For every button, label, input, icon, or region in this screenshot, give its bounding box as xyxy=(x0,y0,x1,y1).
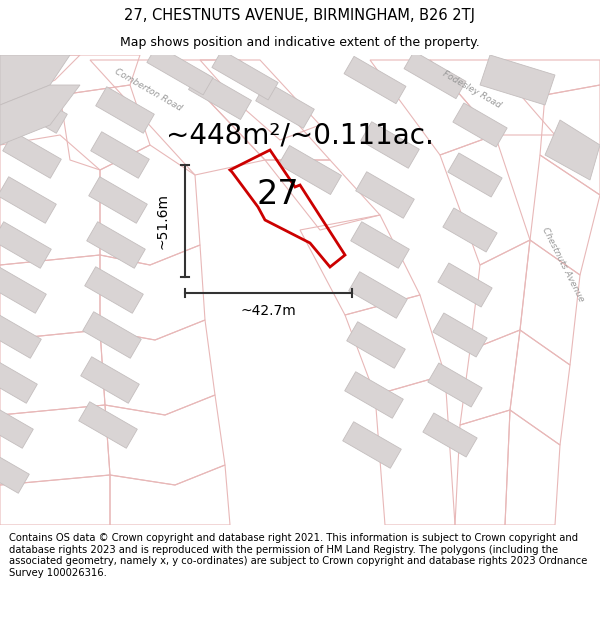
Polygon shape xyxy=(448,153,502,197)
Polygon shape xyxy=(147,45,213,95)
Polygon shape xyxy=(83,312,142,358)
Polygon shape xyxy=(0,85,80,145)
Text: ~448m²/~0.111ac.: ~448m²/~0.111ac. xyxy=(166,121,434,149)
Text: ~42.7m: ~42.7m xyxy=(241,304,296,318)
Polygon shape xyxy=(443,208,497,252)
Polygon shape xyxy=(86,222,145,268)
Text: Chestnuts Avenue: Chestnuts Avenue xyxy=(540,226,586,304)
Polygon shape xyxy=(453,103,507,147)
Polygon shape xyxy=(0,357,37,403)
Polygon shape xyxy=(95,87,154,133)
Text: Map shows position and indicative extent of the property.: Map shows position and indicative extent… xyxy=(120,36,480,49)
Polygon shape xyxy=(343,422,401,468)
Polygon shape xyxy=(91,132,149,178)
Text: ~51.6m: ~51.6m xyxy=(156,193,170,249)
Text: Contains OS data © Crown copyright and database right 2021. This information is : Contains OS data © Crown copyright and d… xyxy=(9,533,587,578)
Text: Fodesley Road: Fodesley Road xyxy=(441,69,503,111)
Polygon shape xyxy=(278,146,341,194)
Polygon shape xyxy=(0,402,34,448)
Polygon shape xyxy=(404,51,466,99)
Polygon shape xyxy=(89,177,148,223)
Polygon shape xyxy=(349,272,407,318)
Polygon shape xyxy=(347,322,406,368)
Polygon shape xyxy=(0,177,56,223)
Polygon shape xyxy=(344,56,406,104)
Polygon shape xyxy=(423,413,477,457)
Polygon shape xyxy=(545,120,600,180)
Polygon shape xyxy=(356,172,415,218)
Polygon shape xyxy=(433,313,487,357)
Text: 27: 27 xyxy=(257,179,299,211)
Polygon shape xyxy=(188,71,251,119)
Polygon shape xyxy=(350,222,409,268)
Polygon shape xyxy=(480,55,555,105)
Polygon shape xyxy=(79,402,137,448)
Polygon shape xyxy=(80,357,139,403)
Polygon shape xyxy=(428,363,482,407)
Polygon shape xyxy=(2,132,61,178)
Polygon shape xyxy=(8,87,67,133)
Polygon shape xyxy=(0,312,41,358)
Polygon shape xyxy=(85,267,143,313)
Polygon shape xyxy=(0,222,52,268)
Polygon shape xyxy=(438,263,492,307)
Polygon shape xyxy=(212,50,278,100)
Polygon shape xyxy=(256,82,314,128)
Polygon shape xyxy=(0,267,46,313)
Text: 27, CHESTNUTS AVENUE, BIRMINGHAM, B26 2TJ: 27, CHESTNUTS AVENUE, BIRMINGHAM, B26 2T… xyxy=(125,8,476,23)
Text: Comberton Road: Comberton Road xyxy=(113,67,183,113)
Polygon shape xyxy=(0,447,29,493)
Polygon shape xyxy=(0,55,70,105)
Polygon shape xyxy=(361,122,419,168)
Polygon shape xyxy=(344,372,403,418)
